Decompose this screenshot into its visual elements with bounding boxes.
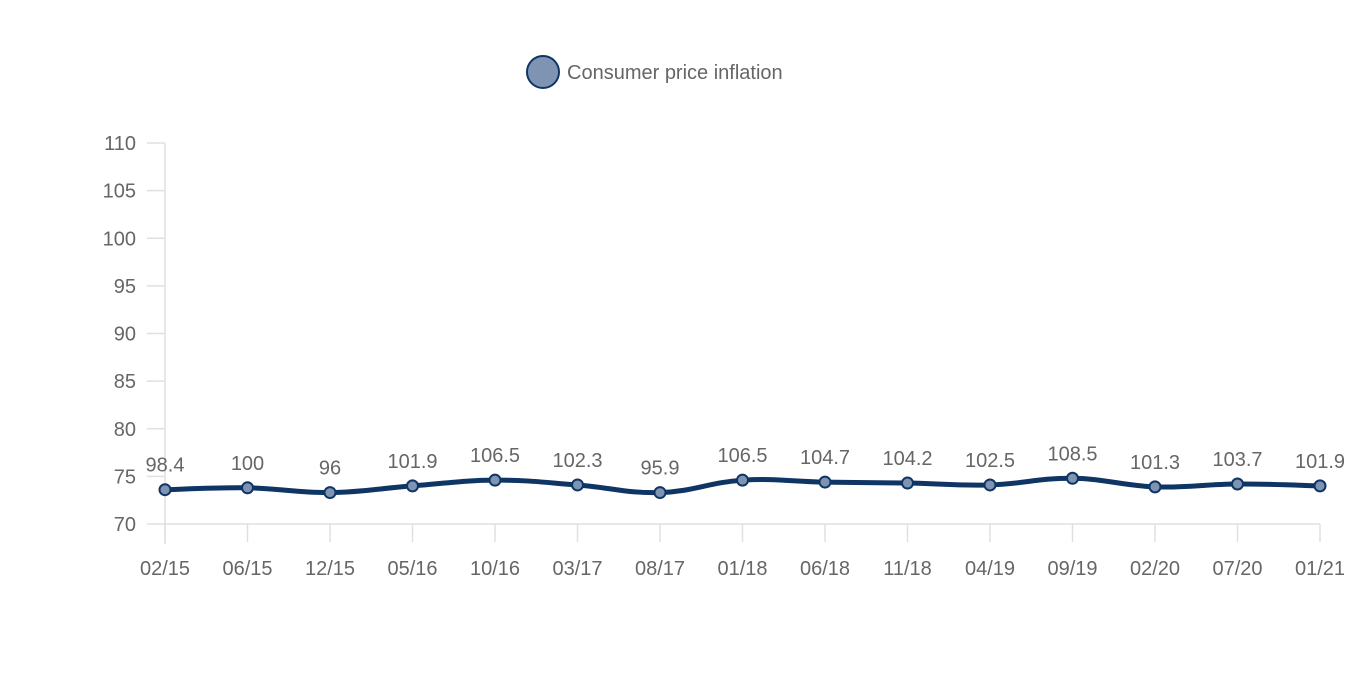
- data-label: 106.5: [470, 445, 520, 467]
- x-tick-label: 01/18: [717, 558, 767, 580]
- x-tick-label: 02/20: [1130, 558, 1180, 580]
- data-label: 104.7: [800, 447, 850, 469]
- x-tick-label: 09/19: [1047, 558, 1097, 580]
- data-point[interactable]: [1148, 480, 1162, 494]
- legend-marker-icon: [526, 55, 560, 89]
- x-tick-label: 12/15: [305, 558, 355, 580]
- y-tick-label: 75: [114, 466, 136, 488]
- x-tick-label: 10/16: [470, 558, 520, 580]
- data-label: 103.7: [1212, 449, 1262, 471]
- data-point[interactable]: [1313, 479, 1327, 493]
- data-point[interactable]: [901, 476, 914, 490]
- data-point[interactable]: [158, 483, 172, 497]
- data-label: 108.5: [1047, 443, 1097, 465]
- x-tick-label: 01/21: [1295, 558, 1345, 580]
- data-point[interactable]: [488, 473, 502, 487]
- y-axis: 70 75 80 85 90 95 100 105 110: [103, 133, 166, 544]
- data-label: 102.3: [552, 450, 602, 472]
- x-tick-label: 11/18: [883, 558, 932, 580]
- y-tick-label: 110: [104, 133, 136, 155]
- data-point[interactable]: [241, 481, 254, 495]
- data-point[interactable]: [571, 478, 584, 492]
- y-tick-label: 105: [103, 181, 136, 203]
- y-tick-label: 95: [114, 276, 136, 298]
- data-point[interactable]: [818, 475, 832, 489]
- data-label: 101.3: [1130, 452, 1180, 474]
- data-label: 106.5: [717, 445, 767, 467]
- x-tick-label: 02/15: [140, 558, 190, 580]
- data-point[interactable]: [406, 479, 419, 493]
- data-label: 101.9: [1295, 451, 1345, 473]
- data-label: 98.4: [146, 455, 185, 477]
- data-label: 104.2: [882, 448, 932, 470]
- y-tick-label: 100: [103, 228, 136, 250]
- data-label: 101.9: [387, 451, 437, 473]
- data-label: 96: [319, 458, 341, 480]
- y-tick-label: 90: [114, 324, 136, 346]
- data-point[interactable]: [653, 486, 667, 500]
- y-tick-label: 85: [114, 371, 136, 393]
- x-axis: 02/15 06/15 12/15 05/16 10/16 03/17 08/17 01/18…: [140, 523, 1345, 580]
- x-tick-label: 04/19: [965, 558, 1015, 580]
- data-label: 95.9: [641, 458, 680, 480]
- y-tick-label: 70: [114, 514, 136, 536]
- data-point[interactable]: [323, 486, 337, 500]
- x-tick-label: 05/16: [387, 558, 437, 580]
- legend[interactable]: Consumer price inflation: [526, 55, 783, 89]
- data-label: 100: [231, 453, 264, 475]
- x-tick-label: 07/20: [1212, 558, 1262, 580]
- data-point[interactable]: [1231, 477, 1244, 491]
- x-tick-label: 08/17: [635, 558, 685, 580]
- data-point[interactable]: [983, 478, 997, 492]
- legend-label: Consumer price inflation: [567, 62, 783, 84]
- data-label: 102.5: [965, 450, 1015, 472]
- x-tick-label: 03/17: [552, 558, 602, 580]
- series-layer: [158, 471, 1327, 500]
- data-point[interactable]: [1066, 471, 1079, 485]
- x-tick-label: 06/15: [222, 558, 272, 580]
- x-tick-label: 06/18: [800, 558, 850, 580]
- data-labels: 98.4 100 96 101.9 106.5 102.3 95.9 106.5 104.7 10…: [146, 443, 1346, 479]
- y-tick-label: 80: [114, 419, 136, 441]
- data-point[interactable]: [736, 473, 749, 487]
